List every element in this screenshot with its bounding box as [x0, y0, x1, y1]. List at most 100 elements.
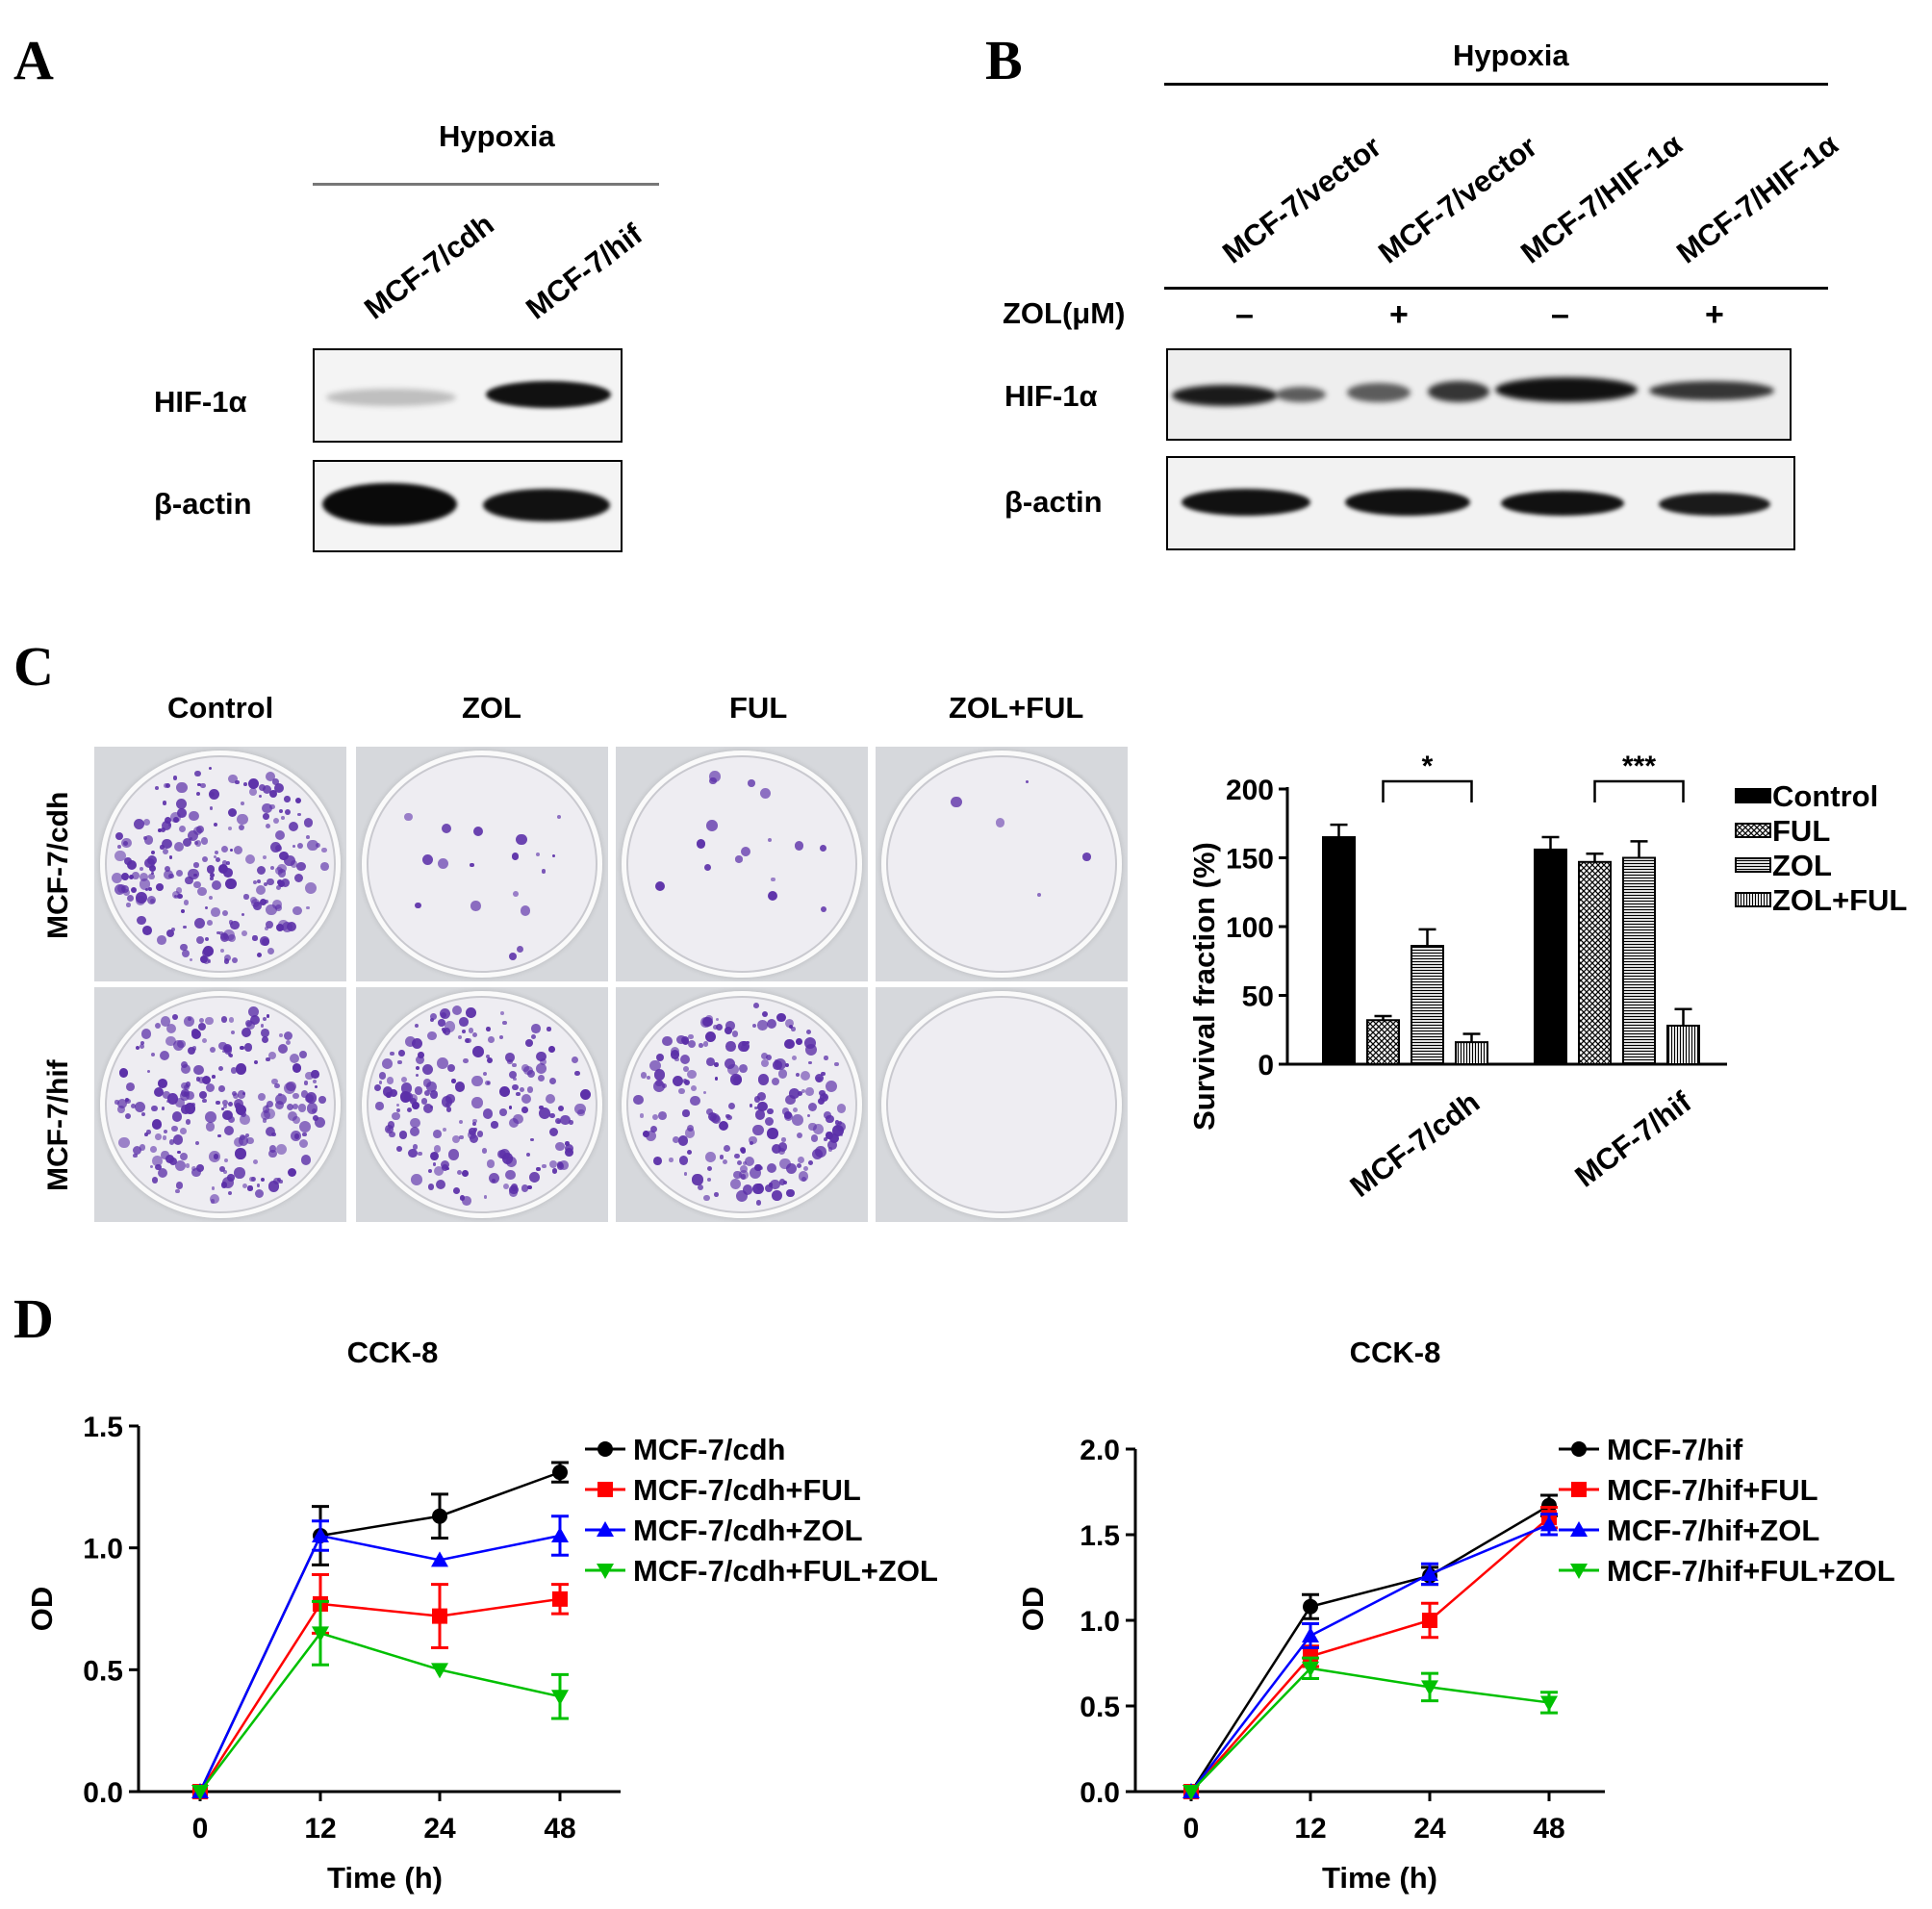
colony	[572, 1056, 579, 1064]
colony	[243, 782, 248, 787]
colony	[732, 1076, 742, 1085]
colony	[312, 1108, 317, 1113]
colony	[237, 813, 248, 826]
colony	[228, 878, 233, 883]
colony	[429, 1017, 434, 1023]
colony	[491, 1121, 498, 1129]
colony	[461, 1030, 466, 1033]
colony	[188, 829, 199, 842]
colony	[302, 1133, 307, 1137]
colony	[288, 821, 298, 831]
colony	[314, 1116, 325, 1129]
colony	[512, 1062, 517, 1067]
colony	[513, 1113, 523, 1125]
colony	[408, 1148, 418, 1158]
culture-dish	[362, 751, 602, 978]
colony	[125, 1098, 131, 1105]
colony	[574, 1103, 586, 1115]
panel-a-lane-2: MCF-7/hif	[520, 216, 648, 326]
colony	[765, 1055, 772, 1060]
panel-b-condition: Hypoxia	[1453, 38, 1569, 72]
line-point	[597, 1482, 613, 1497]
colony	[277, 863, 287, 874]
colony	[241, 802, 244, 805]
colony	[292, 1092, 299, 1100]
colony	[442, 1127, 446, 1132]
colony	[155, 1163, 163, 1171]
colony	[658, 1110, 668, 1120]
colony	[246, 1136, 254, 1145]
colony	[792, 1107, 799, 1113]
panel-b-row-hif: HIF-1α	[1004, 379, 1098, 413]
colony	[149, 865, 157, 873]
colony	[195, 936, 204, 945]
colony	[305, 881, 317, 894]
colony	[549, 1112, 555, 1119]
colony	[462, 1170, 469, 1178]
colony	[749, 1140, 754, 1146]
bar	[1366, 1019, 1400, 1065]
panel-letter-b: B	[985, 29, 1023, 91]
colony	[579, 1088, 591, 1100]
colony	[160, 845, 165, 850]
band	[1428, 381, 1489, 402]
colony	[386, 1092, 392, 1098]
colony	[416, 1065, 420, 1071]
colony	[1036, 893, 1041, 898]
colony	[760, 788, 772, 800]
colony	[738, 1040, 750, 1053]
colony	[279, 1180, 283, 1184]
colony	[750, 1166, 762, 1179]
legend-label: MCF-7/hif+ZOL	[1607, 1514, 1819, 1547]
colony	[172, 1134, 184, 1145]
colony	[385, 1125, 394, 1134]
colony	[205, 905, 209, 909]
colony	[398, 1131, 408, 1139]
colony	[462, 1196, 472, 1207]
colony	[194, 840, 202, 847]
colony	[486, 1027, 492, 1031]
colony	[284, 796, 291, 802]
colony	[280, 878, 291, 888]
panel-b-lane-4: MCF-7/HIF-1α	[1670, 127, 1844, 270]
colony	[525, 1152, 531, 1157]
colony	[220, 845, 229, 853]
bar	[1622, 856, 1656, 1065]
colony	[160, 827, 166, 833]
colony	[208, 788, 220, 801]
band	[1347, 383, 1411, 402]
colony	[470, 901, 481, 911]
colony	[275, 1143, 288, 1155]
colony	[177, 893, 183, 900]
colony	[196, 792, 201, 796]
colony	[250, 1014, 261, 1026]
colony	[177, 1039, 186, 1049]
colony	[821, 1071, 826, 1077]
colony	[508, 1118, 519, 1128]
colony	[535, 853, 540, 857]
colony	[709, 1113, 720, 1124]
colony	[714, 1077, 719, 1081]
line-x-tick-label: 48	[544, 1813, 575, 1845]
legend-label: MCF-7/hif+FUL+ZOL	[1607, 1554, 1895, 1588]
colony	[683, 1079, 690, 1085]
colony	[285, 1039, 292, 1046]
colony	[114, 850, 126, 862]
line-chart-1-ylabel: OD	[25, 1587, 59, 1632]
colony	[506, 1156, 518, 1167]
colony	[1082, 853, 1091, 861]
colony	[205, 1016, 214, 1026]
colony	[163, 849, 169, 855]
colony	[387, 1077, 394, 1084]
colony	[714, 1061, 719, 1067]
colony	[234, 779, 240, 785]
colony	[513, 890, 520, 897]
colony	[709, 771, 722, 782]
colony	[262, 1118, 267, 1123]
colony	[795, 1072, 800, 1078]
colony	[752, 1183, 764, 1195]
colony	[211, 907, 221, 918]
colony	[147, 854, 158, 865]
colony	[389, 1089, 397, 1098]
colony	[727, 1102, 735, 1109]
